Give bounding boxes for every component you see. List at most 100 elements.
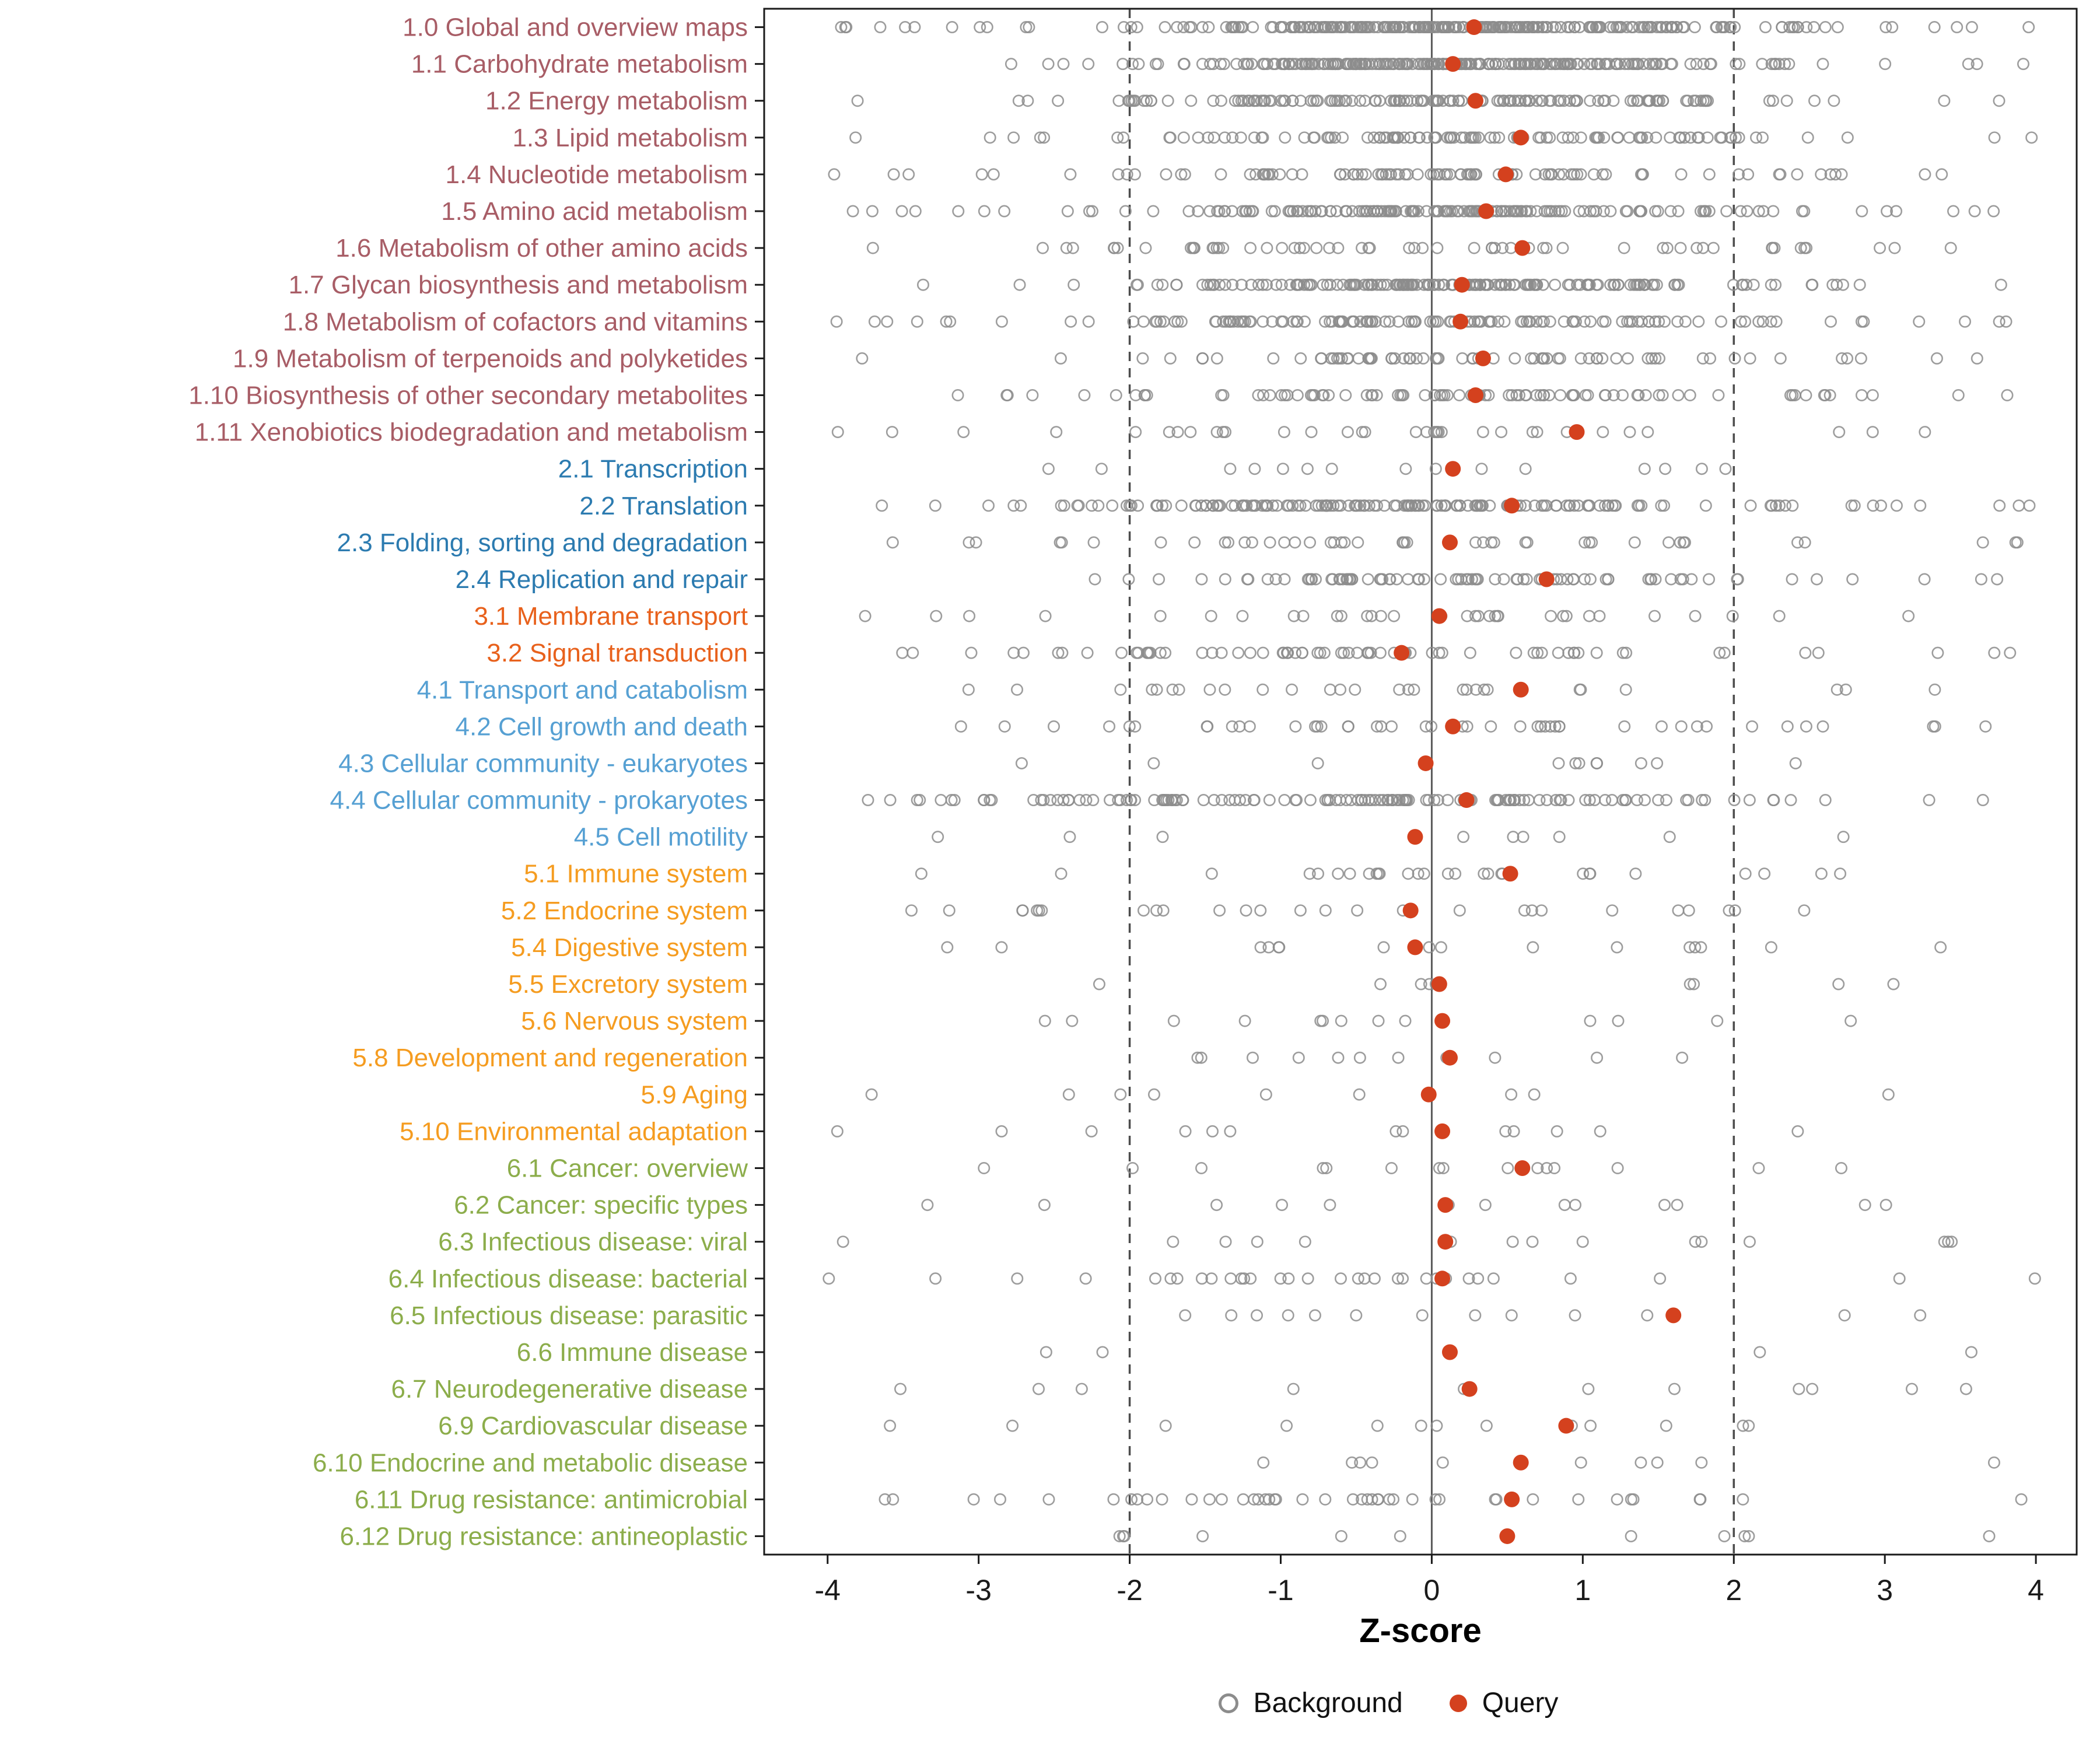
background-point [1735, 278, 1748, 291]
background-point [1685, 573, 1698, 586]
background-point [1584, 867, 1597, 880]
background-point [1238, 58, 1251, 71]
background-point [1179, 1125, 1192, 1138]
background-point [1377, 278, 1390, 291]
background-point [1563, 94, 1576, 107]
background-point [1238, 315, 1251, 328]
background-point [1988, 646, 2001, 659]
y-axis-label: 6.9 Cardiovascular disease [438, 1412, 748, 1440]
background-point [1055, 499, 1068, 512]
background-point [1631, 499, 1644, 512]
background-point [1315, 720, 1328, 733]
background-point [1066, 242, 1079, 254]
background-point [1495, 205, 1508, 218]
background-point [1616, 388, 1629, 401]
background-point [1192, 131, 1205, 144]
background-point [1987, 205, 2000, 218]
background-point [839, 21, 852, 34]
background-point [1779, 499, 1791, 512]
x-tick-label: -1 [1268, 1574, 1293, 1606]
background-point [1312, 58, 1325, 71]
background-point [1214, 168, 1227, 181]
background-point [1206, 499, 1219, 512]
background-point [1649, 352, 1662, 365]
background-point [1489, 573, 1502, 586]
background-point [1440, 205, 1452, 218]
background-point [1160, 499, 1172, 512]
background-point [1577, 205, 1590, 218]
background-point [1154, 646, 1167, 659]
background-point [1987, 1456, 2000, 1469]
background-point [1440, 168, 1453, 181]
background-point [1812, 646, 1825, 659]
background-point [1574, 278, 1587, 291]
background-point [1245, 499, 1258, 512]
background-point [1743, 794, 1756, 807]
background-point [1574, 1456, 1587, 1469]
background-point [1919, 168, 1931, 181]
background-point [1343, 278, 1356, 291]
background-point [1824, 388, 1836, 401]
background-point [1834, 867, 1847, 880]
background-point [978, 794, 991, 807]
background-point [1185, 242, 1198, 254]
background-point [1124, 499, 1136, 512]
background-point [1191, 1051, 1204, 1064]
background-point [1346, 1493, 1359, 1506]
background-point [1293, 242, 1306, 254]
background-point [1541, 1162, 1553, 1175]
background-point [1434, 573, 1447, 586]
background-point [1517, 831, 1530, 844]
background-point [1240, 904, 1252, 917]
background-point [1408, 683, 1420, 696]
background-point [1360, 205, 1373, 218]
background-point [1699, 794, 1712, 807]
background-point [1612, 131, 1625, 144]
background-point [1622, 58, 1635, 71]
background-point [1499, 205, 1512, 218]
background-point [1696, 794, 1709, 807]
background-point [1993, 499, 2006, 512]
background-point [1767, 205, 1780, 218]
background-point [1968, 205, 1981, 218]
background-point [1365, 610, 1378, 622]
background-point [1305, 58, 1318, 71]
background-point [1650, 131, 1662, 144]
background-point [1385, 205, 1398, 218]
background-point [1007, 131, 1020, 144]
background-point [1732, 131, 1745, 144]
background-point [1732, 168, 1745, 181]
background-point [1318, 646, 1331, 659]
background-point [1784, 794, 1797, 807]
background-point [1351, 904, 1364, 917]
background-point [1717, 21, 1730, 34]
background-point [1701, 131, 1714, 144]
background-point [1308, 388, 1321, 401]
background-point [1482, 867, 1494, 880]
background-point [1670, 21, 1683, 34]
background-point [1352, 536, 1364, 549]
background-point [1469, 168, 1482, 181]
background-point [1763, 94, 1776, 107]
background-point [1294, 352, 1307, 365]
background-point [1066, 1014, 1079, 1027]
background-point [1439, 499, 1452, 512]
legend-label-background: Background [1253, 1688, 1403, 1718]
background-point [1619, 58, 1632, 71]
background-point [1372, 1493, 1385, 1506]
background-point [1728, 904, 1741, 917]
background-point [1390, 573, 1403, 586]
background-point [1665, 573, 1678, 586]
background-point [1750, 131, 1763, 144]
background-point [1339, 388, 1352, 401]
background-point [1496, 242, 1509, 254]
background-point [1374, 978, 1387, 991]
background-point [1183, 21, 1196, 34]
background-point [1301, 463, 1314, 475]
background-point [1432, 352, 1445, 365]
background-point [1586, 21, 1599, 34]
background-point [1653, 388, 1665, 401]
background-point [1914, 499, 1927, 512]
background-point [1245, 536, 1258, 549]
background-point [1063, 831, 1076, 844]
